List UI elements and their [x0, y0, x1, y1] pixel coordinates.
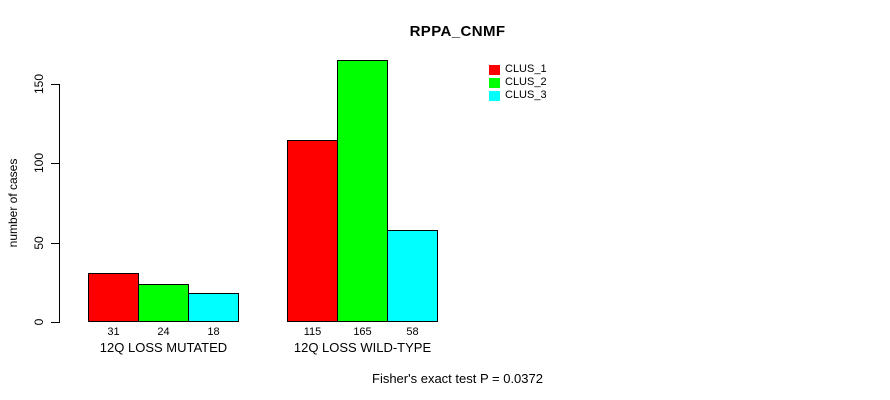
bar-value-label: 31 [107, 326, 120, 338]
bar-clus_2 [138, 284, 189, 322]
y-tick-label: 100 [32, 152, 46, 174]
legend-item: CLUS_1 [489, 63, 547, 76]
bar-clus_2 [337, 60, 388, 322]
category-label: 12Q LOSS MUTATED [99, 340, 228, 355]
legend-item-label: CLUS_1 [505, 63, 547, 75]
legend-color-swatch [489, 64, 500, 75]
legend-item: CLUS_2 [489, 76, 547, 89]
bar-value-label: 18 [207, 326, 220, 338]
y-tick-mark [51, 163, 60, 164]
legend: CLUS_1 CLUS_2 CLUS_3 [489, 63, 547, 102]
bar-clus_1 [287, 140, 338, 322]
y-tick-label: 0 [32, 318, 46, 326]
bar-value-label: 115 [303, 326, 322, 338]
annotation-text: Fisher's exact test P = 0.0372 [372, 371, 543, 386]
category-label: 12Q LOSS WILD-TYPE [293, 340, 432, 355]
y-tick-label: 50 [32, 236, 46, 250]
bar-clus_3 [188, 293, 239, 322]
bar-value-label: 24 [157, 326, 170, 338]
bar-value-label: 165 [353, 326, 372, 338]
legend-color-swatch [489, 77, 500, 88]
y-axis-line [59, 84, 60, 323]
y-axis-title: number of cases [6, 158, 20, 248]
y-tick-mark [51, 84, 60, 85]
legend-item: CLUS_3 [489, 89, 547, 102]
y-tick-mark [51, 322, 60, 323]
y-tick-label: 150 [32, 73, 46, 95]
bar-value-label: 58 [406, 326, 419, 338]
legend-color-swatch [489, 90, 500, 101]
y-tick-mark [51, 243, 60, 244]
bar-clus_3 [387, 230, 438, 322]
chart-title: RPPA_CNMF [409, 23, 506, 40]
legend-item-label: CLUS_3 [505, 89, 547, 101]
legend-item-label: CLUS_2 [505, 76, 547, 88]
bar-clus_1 [88, 273, 139, 322]
